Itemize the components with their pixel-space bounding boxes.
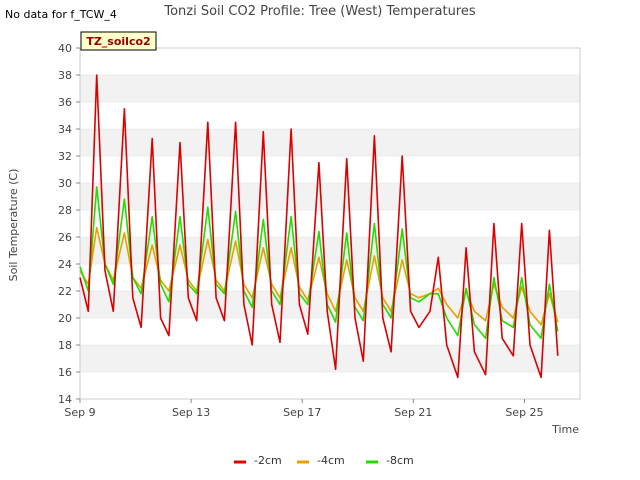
legend-item: -8cm: [366, 454, 414, 467]
x-tick-label: Sep 25: [505, 406, 543, 419]
x-tick-label: Sep 9: [64, 406, 95, 419]
x-tick-label: Sep 17: [283, 406, 321, 419]
plot-frame: [79, 47, 581, 400]
y-tick-label: 36: [58, 96, 72, 109]
x-axis: Sep 9 Sep 13 Sep 17 Sep 21 Sep 25: [64, 399, 544, 419]
grid-band: [80, 129, 580, 156]
no-data-note: No data for f_TCW_4: [5, 8, 117, 21]
legend-label: -4cm: [317, 454, 345, 467]
y-tick-label: 30: [58, 177, 72, 190]
chart-title: Tonzi Soil CO2 Profile: Tree (West) Temp…: [163, 4, 476, 19]
y-axis-label: Soil Temperature (C): [7, 169, 20, 282]
y-tick-label: 38: [58, 69, 72, 82]
legend-label: -8cm: [386, 454, 414, 467]
legend: -2cm -4cm -8cm: [234, 454, 414, 467]
legend-item: -4cm: [297, 454, 345, 467]
y-tick-label: 26: [58, 231, 72, 244]
y-axis: 14 16 18 20 22 24 26 28 30 32 34 36 38 40: [58, 42, 80, 406]
y-tick-label: 22: [58, 285, 72, 298]
series-line-2cmcm: [79, 74, 559, 379]
grid-band: [80, 183, 580, 210]
x-axis-label: Time: [551, 423, 579, 436]
series-lines: [79, 74, 559, 379]
y-tick-label: 24: [58, 258, 72, 271]
y-tick-label: 34: [58, 123, 72, 136]
badge: TZ_soilco2: [80, 31, 157, 51]
legend-label: -2cm: [254, 454, 282, 467]
legend-item: -2cm: [234, 454, 282, 467]
y-tick-label: 32: [58, 150, 72, 163]
y-tick-label: 28: [58, 204, 72, 217]
x-tick-label: Sep 21: [394, 406, 432, 419]
grid-band: [80, 345, 580, 372]
badge-label: TZ_soilco2: [86, 35, 150, 48]
y-tick-label: 20: [58, 312, 72, 325]
x-tick-label: Sep 13: [172, 406, 210, 419]
grid-band: [80, 75, 580, 102]
grid-bands: [80, 47, 580, 400]
y-tick-label: 16: [58, 366, 72, 379]
grid-band: [80, 291, 580, 318]
y-tick-label: 40: [58, 42, 72, 55]
y-tick-label: 18: [58, 339, 72, 352]
y-tick-label: 14: [58, 393, 72, 406]
